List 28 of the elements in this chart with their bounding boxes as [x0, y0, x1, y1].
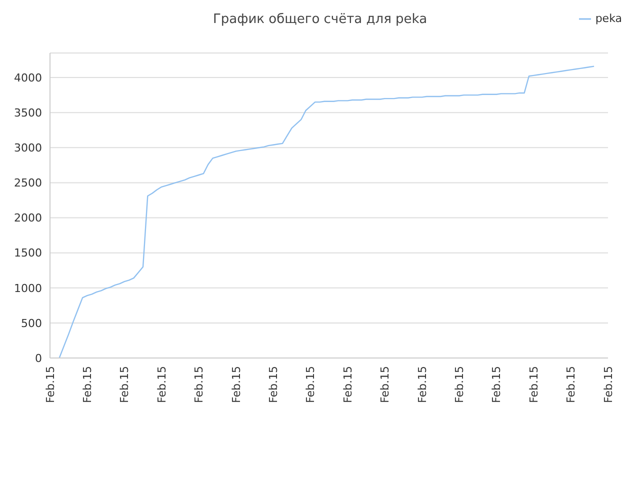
- y-tick-label: 3000: [14, 142, 42, 155]
- x-tick-label: Feb.15: [378, 366, 392, 403]
- y-tick-label: 2000: [14, 212, 42, 225]
- x-tick-label: Feb.15: [81, 366, 94, 403]
- x-tick-label: Feb.15: [527, 366, 540, 403]
- x-tick-label: Feb.15: [44, 366, 57, 403]
- x-tick-label: Feb.15: [602, 366, 615, 403]
- y-tick-label: 4000: [14, 71, 42, 84]
- chart-title: График общего счёта для peka: [212, 12, 428, 27]
- x-tick-label: Feb.15: [341, 366, 354, 403]
- y-tick-label: 1000: [14, 282, 42, 295]
- x-tick-label: Feb.15: [490, 366, 504, 403]
- x-tick-label: Feb.15: [155, 366, 168, 403]
- x-tick-label: Feb.15: [304, 366, 318, 403]
- x-tick-label: Feb.15: [230, 366, 243, 403]
- y-tick-label: 500: [21, 316, 42, 330]
- x-tick-label: Feb.15: [118, 366, 132, 403]
- y-tick-label: 1500: [14, 246, 42, 260]
- y-tick-label: 0: [35, 352, 42, 365]
- x-tick-label: Feb.15: [416, 366, 429, 403]
- line-series: [58, 66, 595, 358]
- x-tick-label: Feb.15: [453, 366, 466, 403]
- x-tick-label: Feb.15: [564, 366, 578, 403]
- y-tick-label: 3500: [14, 106, 42, 120]
- x-tick-label: Feb.15: [267, 366, 280, 403]
- y-tick-label: 2500: [14, 176, 42, 190]
- legend-label: peka: [595, 12, 622, 25]
- x-tick-label: Feb.15: [192, 366, 206, 403]
